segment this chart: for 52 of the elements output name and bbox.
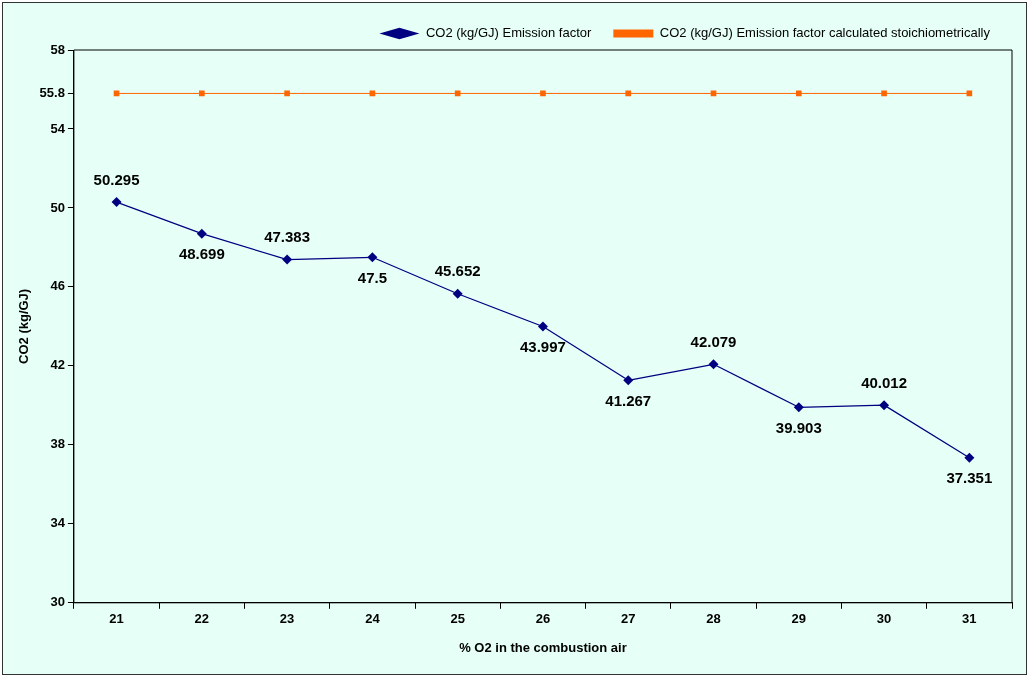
x-tick-label: 22 (194, 611, 210, 627)
y-axis-title: CO2 (kg/GJ) (16, 288, 32, 364)
point (708, 359, 719, 370)
x-tick-label: 30 (876, 611, 892, 627)
point (452, 288, 463, 299)
x-tick-label: 29 (791, 611, 807, 627)
y-tick-label: 42 (50, 357, 65, 373)
point (793, 402, 804, 413)
x-tick-label: 26 (535, 611, 551, 627)
point (111, 197, 122, 208)
x-tick-label: 27 (621, 611, 636, 627)
legend-label: CO2 (kg/GJ) Emission factor calculated stoichiometrically (659, 25, 991, 41)
data-label: 47.383 (264, 228, 311, 246)
point (199, 90, 205, 97)
y-tick-label: 34 (50, 515, 66, 531)
y-tick-label: 50 (50, 199, 65, 215)
x-tick-label: 24 (365, 611, 381, 627)
point (196, 228, 207, 239)
x-tick-label: 25 (450, 611, 465, 627)
y-tick-label: 55.8 (39, 85, 65, 101)
data-label: 41.267 (605, 392, 652, 409)
y-tick-label: 46 (50, 278, 65, 294)
data-label: 37.351 (946, 469, 993, 487)
point (964, 452, 975, 463)
data-label: 39.903 (775, 418, 822, 436)
point (284, 90, 290, 97)
y-tick-label: 58 (50, 41, 65, 57)
x-axis-title: % O2 in the combustion air (459, 639, 627, 655)
point (881, 90, 887, 97)
point (537, 321, 548, 332)
point (623, 375, 634, 386)
y-tick-label: 30 (50, 594, 65, 610)
x-tick-label: 28 (706, 611, 721, 627)
legend-label: CO2 (kg/GJ) Emission factor (425, 25, 593, 41)
y-tick-label: 38 (50, 436, 65, 452)
y-tick-label: 54 (50, 120, 66, 136)
point (625, 90, 632, 97)
x-tick-label: 23 (279, 611, 295, 627)
point (540, 90, 546, 97)
data-label: 42.079 (690, 332, 737, 350)
data-label: 50.295 (93, 170, 140, 188)
point (367, 252, 378, 263)
point (879, 400, 890, 411)
x-tick-label: 21 (109, 611, 124, 627)
point (795, 90, 802, 97)
data-label: 48.699 (178, 245, 225, 263)
data-label: 43.997 (520, 338, 566, 356)
data-label: 47.5 (357, 268, 387, 286)
data-label: 45.652 (434, 262, 481, 280)
x-tick-label: 31 (962, 611, 977, 627)
data-label: 40.012 (861, 373, 908, 391)
point (282, 254, 293, 265)
